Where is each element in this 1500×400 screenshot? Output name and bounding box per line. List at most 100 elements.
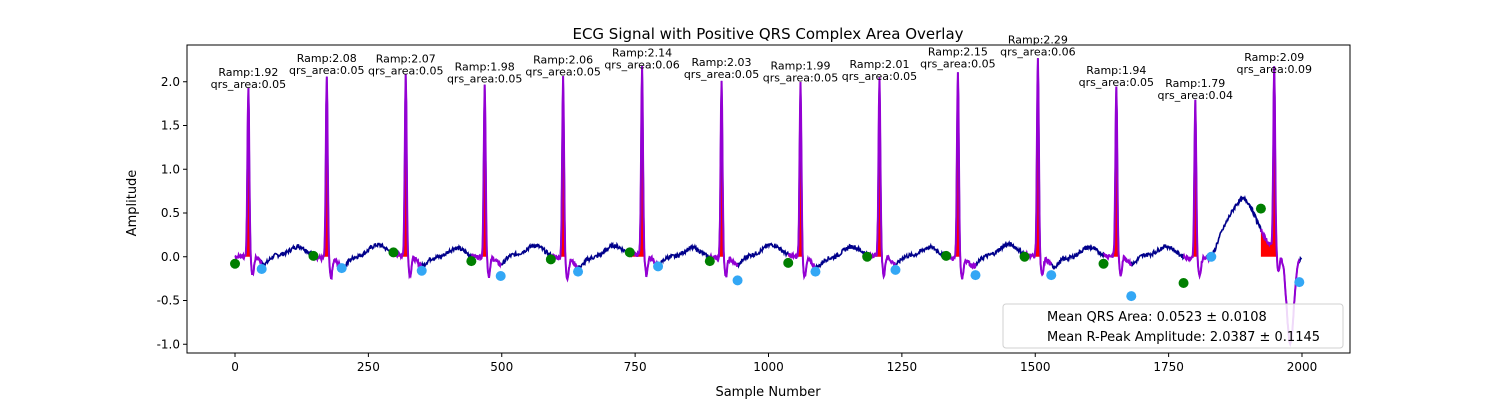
qrs-area-label: qrs_area:0.06 bbox=[1000, 45, 1075, 58]
x-axis-label: Sample Number bbox=[715, 385, 821, 400]
y-tick-label: -1.0 bbox=[157, 337, 180, 351]
r-amp-label: Ramp:1.92 bbox=[218, 66, 278, 79]
x-tick-label: 750 bbox=[624, 360, 647, 374]
qrs-segment bbox=[866, 77, 897, 280]
qrs-onset-marker bbox=[704, 256, 715, 267]
qrs-area-fill bbox=[1024, 58, 1052, 257]
x-axis-ticks: 0 250 500 750 1000 1250 1500 1750 2000 bbox=[231, 353, 1317, 374]
x-tick-label: 1750 bbox=[1153, 360, 1184, 374]
qrs-segment bbox=[550, 76, 579, 283]
qrs-offset-marker bbox=[653, 261, 664, 272]
qrs-area-label: qrs_area:0.05 bbox=[289, 64, 364, 77]
qrs-onset-marker bbox=[230, 258, 241, 269]
qrs-segment bbox=[470, 84, 502, 279]
qrs-offset-marker bbox=[1126, 291, 1137, 302]
qrs-area-label: qrs_area:0.05 bbox=[1079, 76, 1154, 89]
qrs-segment bbox=[628, 66, 659, 278]
qrs-area-label: qrs_area:0.05 bbox=[684, 68, 759, 81]
qrs-onset-marker bbox=[862, 251, 873, 262]
r-amp-label: Ramp:1.94 bbox=[1086, 64, 1146, 77]
y-tick-label: 1.0 bbox=[161, 162, 180, 176]
qrs-segment bbox=[787, 81, 817, 281]
r-amp-label: Ramp:2.03 bbox=[692, 56, 752, 69]
qrs-area-label: qrs_area:0.05 bbox=[842, 70, 917, 83]
qrs-area-label: qrs_area:0.05 bbox=[525, 66, 600, 79]
qrs-area-label: qrs_area:0.04 bbox=[1158, 89, 1233, 102]
qrs-offset-marker bbox=[495, 271, 506, 281]
r-amp-label: Ramp:1.79 bbox=[1165, 77, 1225, 90]
qrs-onset-marker bbox=[466, 256, 477, 267]
qrs-onset-marker bbox=[783, 257, 794, 268]
qrs-area-label: qrs_area:0.09 bbox=[1237, 63, 1312, 76]
qrs-segment bbox=[392, 74, 423, 280]
x-tick-label: 0 bbox=[231, 360, 239, 374]
qrs-onset-marker bbox=[941, 250, 952, 261]
r-amp-label: Ramp:2.29 bbox=[1008, 33, 1068, 46]
qrs-segment bbox=[312, 76, 343, 280]
x-tick-label: 1000 bbox=[753, 360, 784, 374]
y-tick-label: 2.0 bbox=[161, 75, 180, 89]
qrs-segment bbox=[1102, 86, 1133, 277]
qrs-area-label: qrs_area:0.05 bbox=[211, 78, 286, 91]
qrs-offset-marker bbox=[970, 270, 981, 281]
qrs-segment bbox=[1259, 66, 1301, 348]
y-tick-label: -0.5 bbox=[157, 294, 180, 308]
r-amp-label: Ramp:2.01 bbox=[849, 58, 909, 71]
legend-entry-qrs-area: Mean QRS Area: 0.0523 ± 0.0108 bbox=[1047, 310, 1267, 325]
qrs-area-fill bbox=[235, 88, 262, 257]
qrs-area-label: qrs_area:0.05 bbox=[763, 72, 838, 85]
r-amp-label: Ramp:2.08 bbox=[297, 52, 357, 65]
legend: Mean QRS Area: 0.0523 ± 0.0108 Mean R-Pe… bbox=[1002, 303, 1344, 349]
qrs-offset-marker bbox=[890, 264, 901, 275]
beat-annotations: Ramp:1.92qrs_area:0.05Ramp:2.08qrs_area:… bbox=[211, 33, 1312, 102]
x-tick-label: 250 bbox=[357, 360, 380, 374]
r-amp-label: Ramp:2.09 bbox=[1244, 51, 1304, 64]
y-tick-label: 1.5 bbox=[161, 119, 180, 133]
qrs-segment bbox=[1182, 99, 1213, 280]
y-axis-label: Amplitude bbox=[125, 170, 140, 237]
qrs-onset-marker bbox=[624, 247, 635, 258]
qrs-onset-marker bbox=[1178, 278, 1189, 288]
qrs-offset-marker bbox=[416, 265, 427, 276]
r-amp-label: Ramp:2.07 bbox=[376, 53, 436, 66]
qrs-offset-marker bbox=[732, 275, 743, 286]
qrs-offset-marker bbox=[1294, 277, 1305, 288]
qrs-area-fill bbox=[946, 72, 976, 257]
qrs-onset-marker bbox=[388, 247, 399, 258]
qrs-segment bbox=[709, 80, 739, 278]
qrs-area-label: qrs_area:0.06 bbox=[604, 59, 679, 72]
ecg-signal bbox=[234, 58, 1303, 348]
qrs-onset-marker bbox=[1255, 203, 1266, 214]
qrs-area-label: qrs_area:0.05 bbox=[447, 73, 522, 86]
qrs-offset-marker bbox=[1206, 251, 1217, 262]
qrs-segment bbox=[234, 87, 263, 277]
qrs-offset-marker bbox=[573, 266, 584, 277]
qrs-onset-marker bbox=[545, 254, 556, 265]
qrs-area-label: qrs_area:0.05 bbox=[368, 65, 443, 78]
x-tick-label: 500 bbox=[490, 360, 513, 374]
y-axis-ticks: -1.0 -0.5 0.0 0.5 1.0 1.5 2.0 bbox=[157, 75, 187, 351]
r-amp-label: Ramp:1.99 bbox=[770, 60, 830, 73]
r-amp-label: Ramp:1.98 bbox=[455, 61, 515, 74]
qrs-area-label: qrs_area:0.05 bbox=[920, 58, 995, 71]
qrs-offset-marker bbox=[1046, 270, 1057, 281]
qrs-offset-marker bbox=[810, 266, 821, 277]
legend-entry-r-peak: Mean R-Peak Amplitude: 2.0387 ± 0.1145 bbox=[1047, 330, 1320, 345]
qrs-area-fill bbox=[1260, 66, 1300, 257]
qrs-offset-marker bbox=[336, 263, 347, 274]
x-tick-label: 2000 bbox=[1287, 360, 1318, 374]
x-tick-label: 1250 bbox=[887, 360, 918, 374]
r-amp-label: Ramp:2.06 bbox=[533, 54, 593, 67]
beat-markers bbox=[230, 203, 1305, 302]
y-tick-label: 0.0 bbox=[161, 250, 180, 264]
x-tick-label: 1500 bbox=[1020, 360, 1051, 374]
r-amp-label: Ramp:2.14 bbox=[612, 47, 672, 60]
qrs-offset-marker bbox=[256, 264, 267, 274]
qrs-onset-marker bbox=[308, 250, 319, 261]
qrs-segment bbox=[945, 72, 977, 280]
qrs-onset-marker bbox=[1019, 251, 1030, 262]
chart-title: ECG Signal with Positive QRS Complex Are… bbox=[572, 25, 963, 43]
legend-box bbox=[1002, 303, 1344, 349]
r-amp-label: Ramp:2.15 bbox=[928, 46, 988, 59]
